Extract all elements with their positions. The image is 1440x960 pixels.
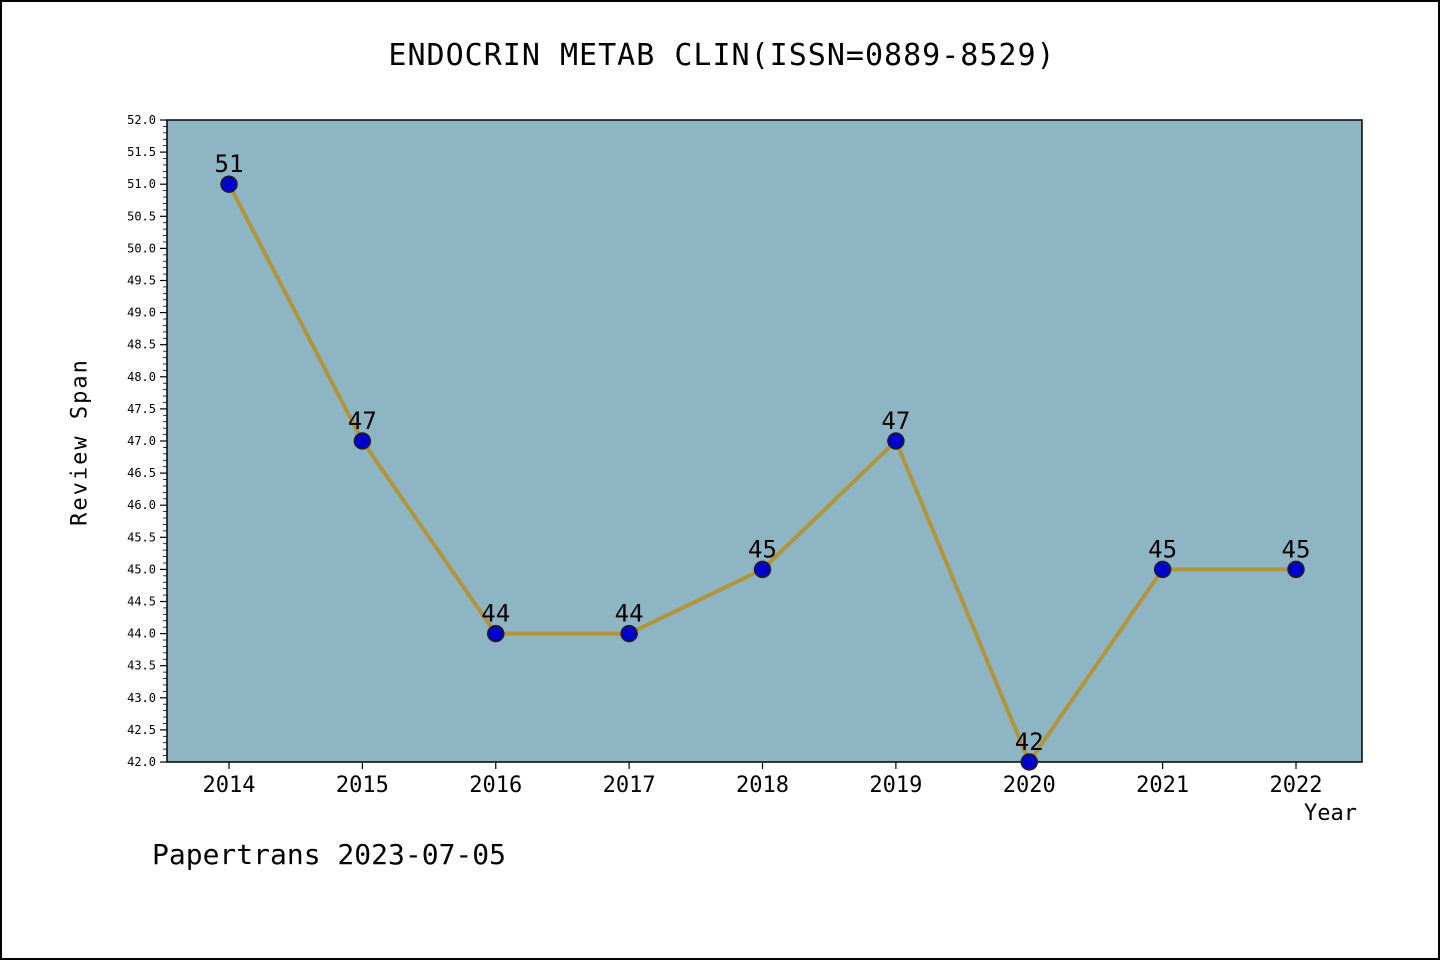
x-tick-label: 2020 xyxy=(1003,773,1056,798)
plot-area xyxy=(166,119,1363,763)
point-label: 45 xyxy=(1282,535,1311,563)
data-point xyxy=(487,624,505,643)
y-tick-label: 43.0 xyxy=(127,691,156,705)
point-label: 44 xyxy=(615,600,644,628)
point-label: 44 xyxy=(481,600,510,628)
x-tick-label: 2014 xyxy=(203,773,256,798)
y-tick-label: 48.0 xyxy=(127,370,156,384)
y-tick-label: 52.0 xyxy=(127,113,156,127)
data-point xyxy=(887,432,905,450)
point-label: 47 xyxy=(881,407,910,435)
y-tick-label: 45.5 xyxy=(127,530,156,544)
data-point xyxy=(1153,560,1172,579)
y-tick-label: 50.5 xyxy=(127,209,156,223)
x-tick-label: 2021 xyxy=(1136,773,1189,798)
point-label: 51 xyxy=(215,150,244,178)
data-point xyxy=(1020,753,1038,771)
y-tick-label: 51.5 xyxy=(127,145,156,159)
y-tick-label: 45.0 xyxy=(127,562,156,576)
data-point xyxy=(753,560,772,579)
y-tick-label: 47.0 xyxy=(127,434,156,448)
x-tick-label: 2017 xyxy=(603,773,656,798)
point-label: 45 xyxy=(1148,535,1177,563)
x-tick-label: 2018 xyxy=(736,773,789,798)
x-tick-label: 2015 xyxy=(336,773,389,798)
y-tick-label: 44.5 xyxy=(127,595,156,609)
point-label: 45 xyxy=(748,535,777,563)
y-tick-label: 48.5 xyxy=(127,338,156,352)
y-tick-label: 42.5 xyxy=(127,723,156,737)
y-tick-label: 46.5 xyxy=(127,466,156,480)
y-tick-label: 51.0 xyxy=(127,177,156,191)
y-tick-label: 49.5 xyxy=(127,274,156,288)
y-tick-label: 43.5 xyxy=(127,659,156,673)
point-label: 47 xyxy=(348,407,377,435)
data-point xyxy=(353,432,372,450)
x-tick-label: 2016 xyxy=(469,773,522,798)
y-tick-label: 49.0 xyxy=(127,306,156,320)
data-point xyxy=(220,175,238,193)
x-tick-label: 2019 xyxy=(869,773,922,798)
x-tick-label: 2022 xyxy=(1270,773,1323,798)
y-tick-label: 42.0 xyxy=(127,755,156,769)
watermark-text: Papertrans 2023-07-05 xyxy=(152,838,507,871)
chart-title: ENDOCRIN METAB CLIN(ISSN=0889-8529) xyxy=(388,38,1056,73)
data-point xyxy=(620,624,638,643)
y-tick-label: 46.0 xyxy=(127,498,156,512)
y-tick-label: 50.0 xyxy=(127,241,156,255)
y-tick-label: 47.5 xyxy=(127,402,156,416)
y-tick-label: 44.0 xyxy=(127,627,156,641)
data-point xyxy=(1287,560,1305,579)
point-label: 42 xyxy=(1015,728,1044,756)
x-axis-label: Year xyxy=(1304,801,1357,826)
